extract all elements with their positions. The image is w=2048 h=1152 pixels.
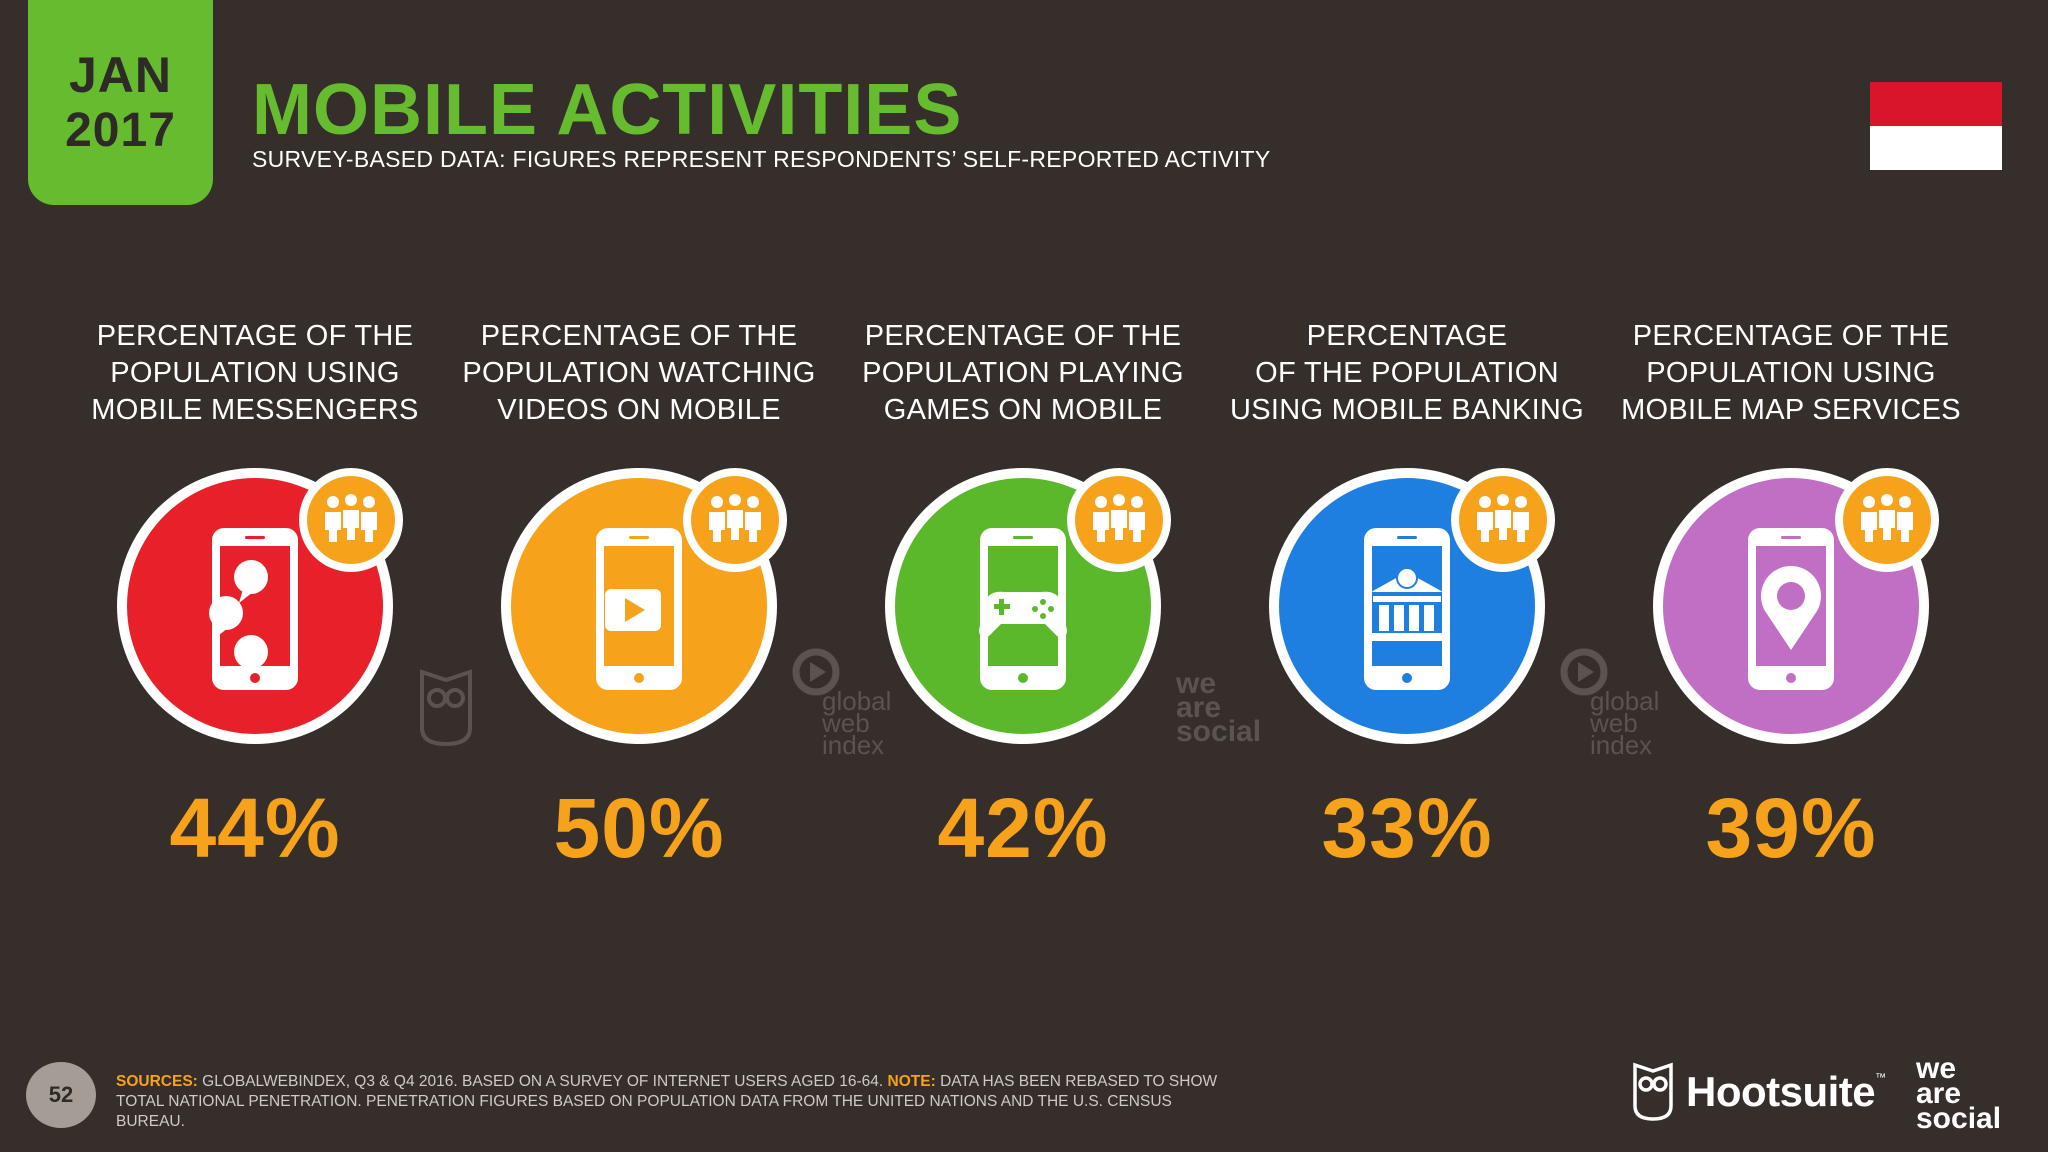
stat-label: PERCENTAGE OF THE POPULATION USING MOBIL… (1621, 320, 1961, 426)
smartphone-icon (209, 528, 298, 690)
gwi-word-3: index (1590, 730, 1653, 760)
was-logo-2: are (1916, 1077, 1962, 1110)
was-word-1: we (1176, 667, 1217, 700)
owl-icon (1633, 1062, 1673, 1121)
gwi-word-3: index (822, 730, 885, 760)
gwi-word-2: web (822, 708, 870, 738)
date-year: 2017 (65, 103, 176, 157)
indonesia-flag-icon (1870, 82, 2002, 170)
date-badge: JAN 2017 (28, 0, 213, 205)
sources-text: GLOBALWEBINDEX, Q3 & Q4 2016. BASED ON A… (197, 1073, 888, 1090)
stat-label: PERCENTAGE OF THE POPULATION WATCHING VI… (462, 320, 816, 426)
gwi-word-1: global (822, 686, 892, 716)
people-badge-icon (1067, 468, 1171, 572)
stat-value: 44% (169, 781, 341, 875)
gwi-word-1: global (1590, 686, 1660, 716)
stat-value: 42% (937, 781, 1109, 875)
stat-column: PERCENTAGE OF THE POPULATION PLAYING GAM… (831, 318, 1215, 875)
stat-icon-graphic (501, 468, 787, 744)
gwi-watermark-2: global web index (1560, 648, 1660, 760)
was-word-2: are (1176, 691, 1222, 724)
stat-icon-graphic (885, 468, 1171, 744)
stat-icon-graphic (1653, 468, 1939, 744)
hootsuite-logo: Hootsuite ™ (1632, 1062, 1886, 1122)
stat-column: PERCENTAGE OF THE POPULATION USING MOBIL… (1215, 318, 1599, 875)
was-logo-1: we (1916, 1052, 1957, 1085)
gwi-word-2: web (1590, 708, 1638, 738)
stat-value: 39% (1705, 781, 1877, 875)
stat-label: PERCENTAGE OF THE POPULATION USING MOBIL… (1229, 320, 1585, 426)
smartphone-icon (1364, 528, 1450, 690)
was-logo-3: social (1916, 1102, 2002, 1135)
sources-label: SOURCES: (116, 1073, 198, 1090)
page-title: MOBILE ACTIVITIES (252, 70, 963, 150)
smartphone-icon (1748, 528, 1834, 690)
was-watermark: we are social (1176, 667, 1262, 748)
stat-icon-graphic (1269, 468, 1555, 744)
people-badge-icon (1835, 468, 1939, 572)
map-pin-icon (1761, 566, 1821, 650)
hootsuite-tm: ™ (1875, 1072, 1887, 1084)
people-badge-icon (683, 468, 787, 572)
people-badge-icon (299, 468, 403, 572)
stat-value: 33% (1321, 781, 1493, 875)
page-subtitle: SURVEY-BASED DATA: FIGURES REPRESENT RES… (252, 146, 1271, 172)
was-word-3: social (1176, 715, 1262, 748)
note-text: DATA HAS BEEN REBASED TO SHOW (935, 1073, 1218, 1090)
stat-icon-graphic (117, 468, 403, 744)
gwi-logo-icon (792, 648, 840, 696)
play-icon (605, 589, 661, 631)
stat-value: 50% (553, 781, 725, 875)
note-label: NOTE: (887, 1073, 936, 1090)
smartphone-icon (979, 528, 1067, 690)
date-month: JAN (68, 46, 173, 103)
gamepad-icon (979, 591, 1067, 638)
people-badge-icon (1451, 468, 1555, 572)
hootsuite-wordmark: Hootsuite (1686, 1068, 1876, 1115)
stat-column: PERCENTAGE OF THE POPULATION USING MOBIL… (63, 318, 447, 875)
footer-line-2: TOTAL NATIONAL PENETRATION. PENETRATION … (116, 1093, 1172, 1130)
footer-sources: SOURCES: GLOBALWEBINDEX, Q3 & Q4 2016. B… (116, 1072, 1236, 1132)
smartphone-icon (596, 528, 682, 690)
hootsuite-owl-watermark-icon (420, 669, 472, 747)
stat-column: PERCENTAGE OF THE POPULATION WATCHING VI… (447, 318, 831, 875)
stat-label: PERCENTAGE OF THE POPULATION USING MOBIL… (91, 320, 419, 426)
stat-column: PERCENTAGE OF THE POPULATION USING MOBIL… (1599, 318, 1983, 875)
gwi-watermark: global web index (792, 648, 892, 760)
stat-label: PERCENTAGE OF THE POPULATION PLAYING GAM… (862, 320, 1184, 426)
bank-icon (1369, 567, 1445, 641)
we-are-social-logo: we are social (1916, 1052, 2002, 1135)
gwi-logo-icon (1560, 648, 1608, 696)
page-number: 52 (26, 1062, 96, 1128)
chat-bubbles-icon (209, 560, 268, 678)
